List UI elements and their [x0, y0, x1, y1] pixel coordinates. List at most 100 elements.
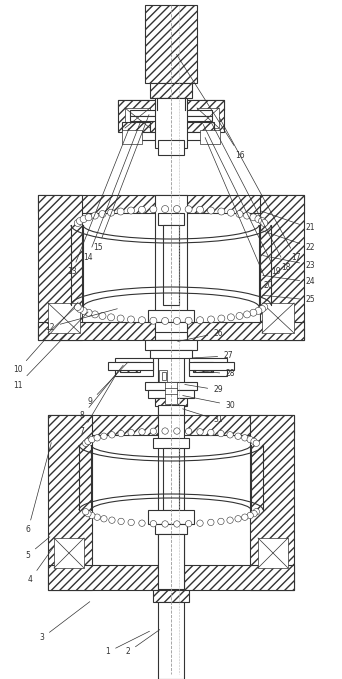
Circle shape: [139, 206, 145, 213]
Circle shape: [208, 519, 214, 526]
Text: 16: 16: [176, 54, 245, 160]
Circle shape: [128, 207, 134, 214]
Circle shape: [185, 428, 192, 435]
Text: 25: 25: [263, 295, 315, 304]
Bar: [48, 415, 92, 590]
Text: 19: 19: [203, 124, 281, 276]
Bar: [157, 98, 185, 110]
Bar: [125, 108, 150, 128]
Circle shape: [242, 514, 248, 520]
Bar: [158, 213, 184, 225]
Bar: [118, 100, 160, 132]
Bar: [155, 195, 187, 340]
Text: 7: 7: [80, 370, 119, 437]
Bar: [158, 140, 184, 155]
Circle shape: [255, 216, 262, 223]
Bar: [48, 303, 80, 333]
Circle shape: [250, 214, 257, 221]
Circle shape: [197, 520, 203, 526]
Circle shape: [208, 429, 214, 436]
Circle shape: [117, 208, 124, 215]
Circle shape: [185, 206, 192, 213]
Circle shape: [89, 512, 95, 519]
Bar: [155, 322, 187, 332]
Circle shape: [139, 428, 145, 435]
Circle shape: [128, 316, 134, 323]
Circle shape: [94, 435, 100, 441]
Text: 8: 8: [80, 365, 123, 420]
Bar: [258, 538, 288, 568]
Text: 27: 27: [193, 352, 233, 361]
Bar: [155, 98, 187, 148]
Circle shape: [117, 315, 124, 322]
Text: 20: 20: [205, 138, 273, 289]
Circle shape: [91, 311, 98, 318]
Circle shape: [128, 519, 134, 526]
Text: 31: 31: [183, 409, 223, 424]
Bar: [115, 358, 153, 376]
Text: 10: 10: [13, 302, 78, 375]
Circle shape: [85, 214, 92, 221]
Text: 24: 24: [263, 276, 315, 287]
Circle shape: [261, 219, 268, 227]
Bar: [158, 405, 184, 415]
Text: 21: 21: [261, 211, 315, 232]
Circle shape: [139, 520, 145, 526]
Circle shape: [174, 521, 180, 527]
Bar: [158, 534, 184, 589]
Circle shape: [173, 206, 180, 213]
Circle shape: [185, 521, 192, 527]
Bar: [150, 350, 192, 358]
Text: 5: 5: [26, 537, 50, 559]
Bar: [145, 340, 197, 350]
Circle shape: [174, 428, 180, 435]
Circle shape: [261, 304, 268, 310]
Circle shape: [218, 208, 225, 215]
Circle shape: [259, 306, 265, 312]
Circle shape: [85, 309, 92, 316]
Bar: [262, 303, 294, 333]
Bar: [130, 110, 212, 116]
Bar: [158, 602, 184, 679]
Circle shape: [162, 521, 168, 527]
Circle shape: [139, 316, 145, 324]
Circle shape: [197, 428, 203, 435]
Circle shape: [218, 315, 225, 322]
Bar: [165, 382, 177, 404]
Bar: [48, 415, 294, 435]
Circle shape: [150, 521, 157, 527]
Bar: [260, 195, 304, 340]
Circle shape: [255, 308, 262, 314]
Bar: [158, 415, 184, 590]
Bar: [162, 372, 166, 380]
Circle shape: [109, 432, 115, 438]
Circle shape: [150, 317, 157, 324]
Circle shape: [85, 438, 91, 445]
Circle shape: [89, 437, 95, 443]
Circle shape: [236, 312, 243, 319]
Text: 6: 6: [26, 443, 51, 534]
Bar: [155, 398, 187, 406]
Circle shape: [173, 318, 180, 325]
Bar: [163, 448, 179, 510]
Circle shape: [227, 432, 233, 438]
Text: 12: 12: [45, 309, 117, 331]
Circle shape: [253, 509, 260, 515]
Circle shape: [108, 314, 115, 321]
Bar: [184, 100, 224, 132]
Circle shape: [109, 517, 115, 524]
Bar: [189, 358, 227, 376]
Bar: [250, 415, 294, 590]
Bar: [130, 132, 212, 140]
Bar: [48, 565, 294, 590]
Bar: [120, 362, 140, 372]
Text: 22: 22: [263, 231, 315, 251]
Text: 18: 18: [211, 122, 291, 272]
Circle shape: [235, 433, 241, 439]
Circle shape: [150, 428, 157, 435]
Text: 1: 1: [106, 631, 149, 657]
Circle shape: [74, 219, 81, 227]
Circle shape: [85, 511, 91, 517]
Circle shape: [250, 309, 257, 316]
Circle shape: [128, 429, 134, 436]
